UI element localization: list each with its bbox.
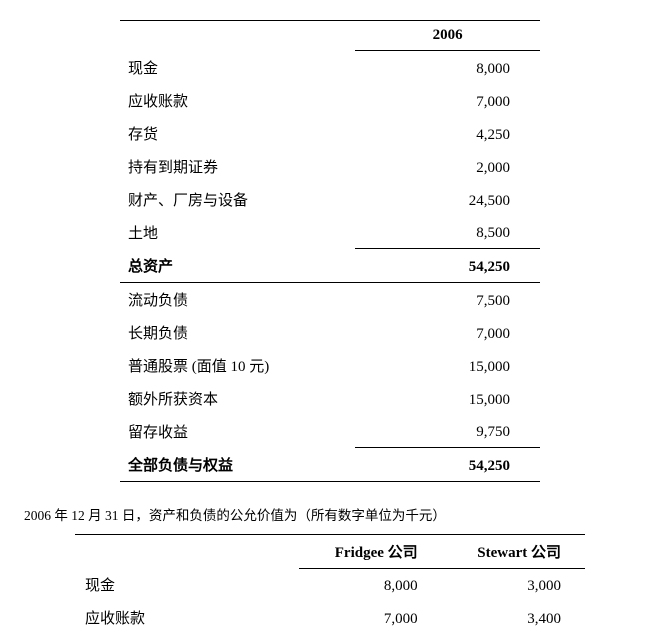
header-spacer <box>75 534 299 568</box>
total-liab-equity-row: 全部负债与权益 54,250 <box>120 448 540 482</box>
table-header-row: Fridgee 公司 Stewart 公司 <box>75 534 585 568</box>
row-value: 7,000 <box>355 316 540 349</box>
row-label: 应收账款 <box>75 601 299 634</box>
col-header-2: Stewart 公司 <box>442 534 585 568</box>
col-header-1: Fridgee 公司 <box>299 534 441 568</box>
table-row: 应收账款 7,000 <box>120 84 540 117</box>
total-assets-label: 总资产 <box>120 249 355 283</box>
table-row: 长期负债 7,000 <box>120 316 540 349</box>
table-row: 存货 4,250 <box>120 117 540 150</box>
table-row: 土地 8,500 <box>120 216 540 249</box>
row-label: 现金 <box>120 51 355 84</box>
total-assets-row: 总资产 54,250 <box>120 249 540 283</box>
total-liab-equity-value: 54,250 <box>355 448 540 482</box>
row-value: 7,500 <box>355 282 540 316</box>
table-row: 额外所获资本 15,000 <box>120 382 540 415</box>
row-value: 15,000 <box>355 382 540 415</box>
total-assets-value: 54,250 <box>355 249 540 283</box>
table-row: 应收账款 7,000 3,400 <box>75 601 585 634</box>
row-value: 24,500 <box>355 183 540 216</box>
row-label: 留存收益 <box>120 415 355 448</box>
fair-value-caption: 2006 年 12 月 31 日，资产和负债的公允价值为（所有数字单位为千元） <box>24 504 640 524</box>
row-value: 4,250 <box>355 117 540 150</box>
table-row: 现金 8,000 3,000 <box>75 568 585 601</box>
row-value: 9,750 <box>355 415 540 448</box>
table-header-row: 2006 <box>120 21 540 51</box>
row-value: 15,000 <box>355 349 540 382</box>
year-header: 2006 <box>355 21 540 51</box>
header-spacer <box>120 21 355 51</box>
total-liab-equity-label: 全部负债与权益 <box>120 448 355 482</box>
row-value-1: 7,000 <box>299 601 441 634</box>
row-value-2: 3,400 <box>442 601 585 634</box>
table-row: 持有到期证券 2,000 <box>120 150 540 183</box>
table-1: 2006 现金 8,000 应收账款 7,000 存货 4,250 持有到期证券… <box>120 20 540 482</box>
balance-sheet-table: 2006 现金 8,000 应收账款 7,000 存货 4,250 持有到期证券… <box>120 20 540 482</box>
row-value: 8,000 <box>355 51 540 84</box>
table-2: Fridgee 公司 Stewart 公司 现金 8,000 3,000 应收账… <box>75 534 585 634</box>
row-label: 普通股票 (面值 10 元) <box>120 349 355 382</box>
row-label: 额外所获资本 <box>120 382 355 415</box>
row-label: 流动负债 <box>120 282 355 316</box>
row-value-2: 3,000 <box>442 568 585 601</box>
table-row: 留存收益 9,750 <box>120 415 540 448</box>
row-label: 土地 <box>120 216 355 249</box>
row-label: 财产、厂房与设备 <box>120 183 355 216</box>
table-row: 现金 8,000 <box>120 51 540 84</box>
table-row: 财产、厂房与设备 24,500 <box>120 183 540 216</box>
row-label: 长期负债 <box>120 316 355 349</box>
row-label: 现金 <box>75 568 299 601</box>
table-row: 流动负债 7,500 <box>120 282 540 316</box>
row-label: 应收账款 <box>120 84 355 117</box>
row-value-1: 8,000 <box>299 568 441 601</box>
row-label: 持有到期证券 <box>120 150 355 183</box>
row-value: 7,000 <box>355 84 540 117</box>
table-row: 普通股票 (面值 10 元) 15,000 <box>120 349 540 382</box>
row-value: 2,000 <box>355 150 540 183</box>
row-value: 8,500 <box>355 216 540 249</box>
fair-value-table: Fridgee 公司 Stewart 公司 现金 8,000 3,000 应收账… <box>75 534 585 634</box>
row-label: 存货 <box>120 117 355 150</box>
